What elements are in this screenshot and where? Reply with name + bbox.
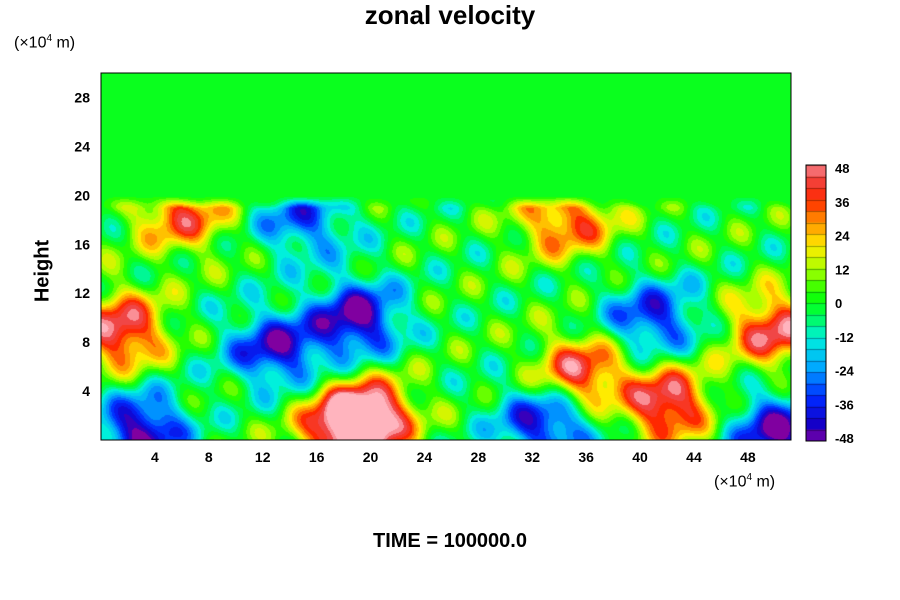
x-tick-label: 48 [740,449,756,465]
x-tick-label: 36 [578,449,594,465]
y-ticks: 4 8 12 16 20 24 28 [74,89,90,399]
x-tick-label: 40 [632,449,648,465]
colorbar-tick-label: -24 [835,364,855,379]
colorbar-tick-label: 36 [835,195,849,210]
x-tick-label: 16 [309,449,325,465]
y-tick-label: 16 [74,236,90,252]
colorbar-tick-label: 24 [835,229,850,244]
colorbar [806,165,826,441]
colorbar-frame [805,164,827,442]
y-tick-label: 4 [82,383,90,399]
x-tick-label: 20 [363,449,379,465]
y-tick-label: 8 [82,334,90,350]
y-tick-label: 24 [74,138,90,154]
y-axis-unit: (×104 m) [14,33,76,52]
x-axis-unit: (×104 m) [714,472,776,491]
time-label: TIME = 100000.0 [373,530,527,552]
colorbar-tick-label: 12 [835,262,849,277]
x-tick-label: 24 [417,449,433,465]
colorbar-tick-label: 48 [835,161,849,176]
x-tick-label: 32 [524,449,540,465]
plot-frame [100,72,792,441]
colorbar-tick-label: -48 [835,431,854,446]
x-tick-label: 8 [205,449,213,465]
colorbar-tick-label: -12 [835,330,854,345]
x-tick-label: 44 [686,449,702,465]
x-tick-label: 28 [471,449,487,465]
chart-title: zonal velocity [364,0,536,30]
x-tick-label: 4 [151,449,159,465]
colorbar-ticks: 48 36 24 12 0 -12 -24 -36 -48 [835,161,855,446]
y-tick-label: 28 [74,89,90,105]
x-ticks: 4 8 12 16 20 24 28 32 36 40 44 48 [151,449,756,465]
colorbar-tick-label: -36 [835,397,854,412]
y-tick-label: 12 [74,285,90,301]
y-tick-label: 20 [74,187,90,203]
x-tick-label: 12 [255,449,271,465]
colorbar-tick-label: 0 [835,296,842,311]
